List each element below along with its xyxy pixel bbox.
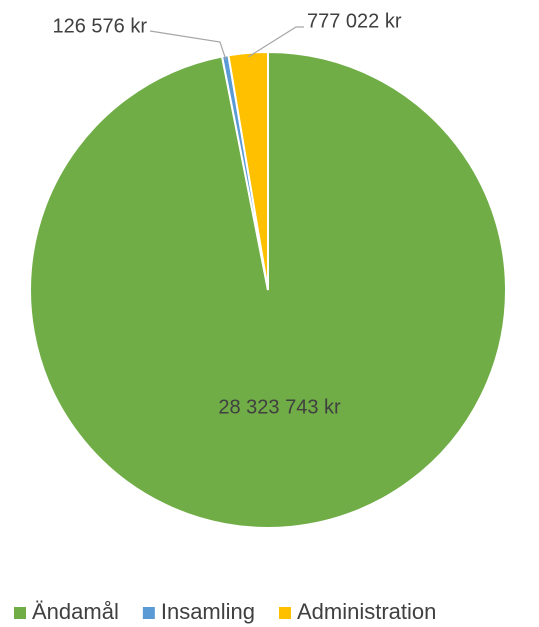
legend-label: Ändamål [32,599,119,624]
value-label: 28 323 743 kr [218,397,341,419]
legend-swatch [279,607,291,619]
legend-label: Administration [297,599,436,624]
leader-line [248,26,304,58]
leader-line [149,30,227,60]
value-label: 126 576 kr [52,15,147,37]
pie-slice [227,50,269,291]
value-label: 777 022 kr [307,10,402,32]
legend-swatch [142,607,155,619]
legend-swatch [14,607,26,619]
legend-label: Insamling [161,599,255,624]
